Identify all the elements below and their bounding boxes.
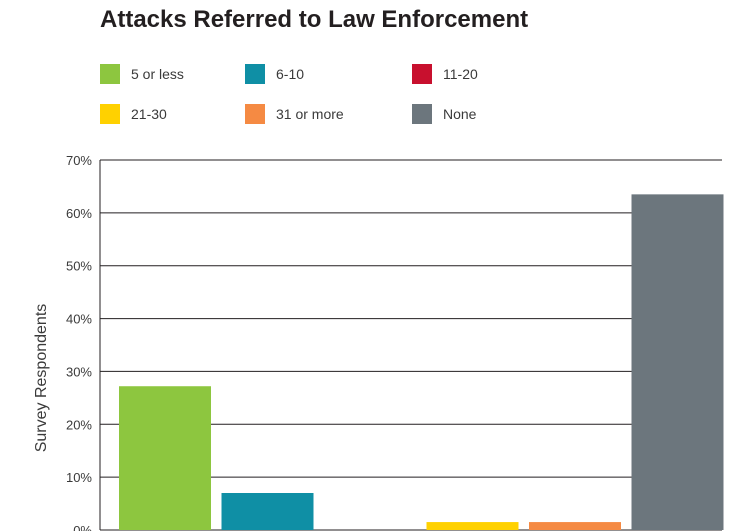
y-tick-label: 0% xyxy=(73,523,92,531)
y-tick-label: 30% xyxy=(66,364,92,379)
legend: 5 or less 6-10 11-20 21-30 31 or more None xyxy=(100,64,560,128)
legend-label: 11-20 xyxy=(443,66,478,82)
y-tick-label: 50% xyxy=(66,259,92,274)
legend-item: 31 or more xyxy=(245,104,344,124)
chart-title: Attacks Referred to Law Enforcement xyxy=(100,6,529,33)
legend-label: 6-10 xyxy=(276,66,305,82)
legend-swatch xyxy=(412,104,432,124)
y-tick-label: 10% xyxy=(66,470,92,485)
y-tick-label: 40% xyxy=(66,312,92,327)
axes: 0% 10% 20% 30% 40% 50% 60% 70% xyxy=(66,153,101,531)
bars xyxy=(119,194,724,530)
legend-swatch xyxy=(245,64,265,84)
legend-swatch xyxy=(412,64,432,84)
legend-item: None xyxy=(412,104,476,124)
legend-swatch xyxy=(245,104,265,124)
y-tick-label: 20% xyxy=(66,417,92,432)
bar-5-or-less xyxy=(119,386,211,530)
bar-21-30 xyxy=(426,522,519,530)
legend-label: 21-30 xyxy=(131,106,167,122)
bar-6-10 xyxy=(221,493,314,530)
legend-label: 5 or less xyxy=(131,66,184,82)
legend-item: 11-20 xyxy=(412,64,478,84)
legend-label: None xyxy=(443,106,477,122)
y-axis-title: Survey Respondents xyxy=(33,304,50,453)
bar-none xyxy=(631,194,724,530)
legend-item: 6-10 xyxy=(245,64,304,84)
legend-item: 5 or less xyxy=(100,64,184,84)
bar-31-or-more xyxy=(529,522,621,530)
legend-swatch xyxy=(100,64,120,84)
legend-item: 21-30 xyxy=(100,104,167,124)
legend-label: 31 or more xyxy=(276,106,344,122)
y-tick-label: 60% xyxy=(66,206,92,221)
y-tick-label: 70% xyxy=(66,153,92,168)
legend-swatch xyxy=(100,104,120,124)
